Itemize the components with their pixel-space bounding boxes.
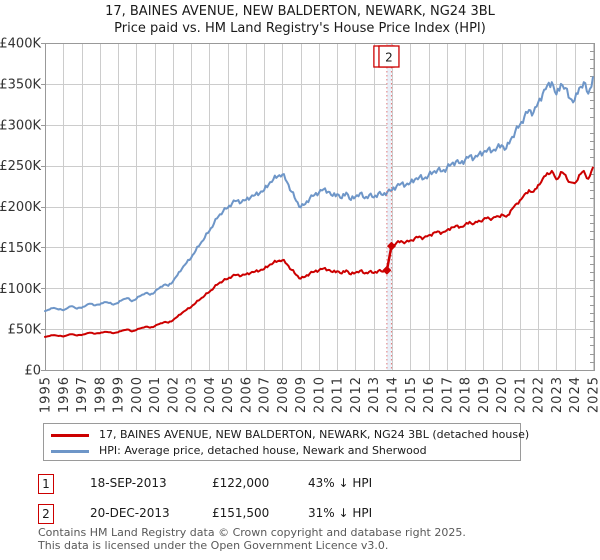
legend-item-price-paid: 17, BAINES AVENUE, NEW BALDERTON, NEWARK… bbox=[44, 426, 529, 443]
x-tick-label: 1999 bbox=[112, 376, 127, 413]
sale-row-1: 1 18-SEP-2013 £122,000 43% ↓ HPI bbox=[0, 474, 600, 496]
x-tick-label: 2022 bbox=[532, 376, 547, 413]
legend-line-price-paid bbox=[51, 434, 89, 437]
x-tick-label: 1996 bbox=[57, 376, 72, 413]
hpi-line bbox=[44, 76, 594, 313]
x-tick-label: 2018 bbox=[459, 376, 474, 413]
sale-2-vs-hpi: 31% ↓ HPI bbox=[308, 506, 373, 520]
footer-line-2: This data is licensed under the Open Gov… bbox=[38, 538, 389, 552]
copyright-footer: Contains HM Land Registry data © Crown c… bbox=[38, 526, 466, 552]
x-tick-label: 2013 bbox=[367, 376, 382, 413]
chart-legend: 17, BAINES AVENUE, NEW BALDERTON, NEWARK… bbox=[43, 423, 529, 461]
sale-2-date: 20-DEC-2013 bbox=[90, 506, 170, 520]
y-tick-label: £300K bbox=[0, 118, 41, 133]
x-tick-label: 2025 bbox=[586, 376, 600, 413]
price-paid-line bbox=[390, 166, 594, 248]
x-tick-label: 2020 bbox=[495, 376, 510, 413]
x-tick-label: 2016 bbox=[422, 376, 437, 413]
x-tick-label: 1998 bbox=[93, 376, 108, 413]
y-tick-label: £150K bbox=[0, 241, 41, 256]
y-tick-label: £100K bbox=[0, 282, 41, 297]
chart-area: 12£0£50K£100K£150K£200K£250K£300K£350K£4… bbox=[0, 37, 600, 414]
x-tick-label: 2019 bbox=[477, 376, 492, 413]
y-tick-label: £400K bbox=[0, 37, 41, 52]
plot-border bbox=[45, 43, 595, 371]
sale-1-price: £122,000 bbox=[212, 476, 270, 490]
sale-period-band bbox=[386, 43, 392, 370]
x-tick-label: 2002 bbox=[166, 376, 181, 413]
x-tick-label: 2008 bbox=[276, 376, 291, 413]
x-tick-label: 2024 bbox=[568, 376, 583, 413]
legend-item-hpi: HPI: Average price, detached house, Newa… bbox=[44, 442, 520, 459]
chart-subtitle: Price paid vs. HM Land Registry's House … bbox=[114, 21, 486, 36]
y-tick-label: £0 bbox=[24, 364, 41, 379]
y-tick-label: £50K bbox=[8, 323, 42, 338]
x-tick-label: 2010 bbox=[312, 376, 327, 413]
x-tick-label: 1997 bbox=[75, 376, 90, 413]
x-tick-label: 2021 bbox=[513, 376, 528, 413]
x-tick-label: 2007 bbox=[258, 376, 273, 413]
price-paid-line bbox=[44, 258, 388, 338]
sale-1-number-badge: 1 bbox=[38, 474, 54, 494]
y-tick-label: £350K bbox=[0, 77, 41, 92]
sale-2-number-badge: 2 bbox=[38, 504, 54, 524]
x-tick-label: 2017 bbox=[440, 376, 455, 413]
x-tick-label: 1995 bbox=[39, 376, 54, 413]
y-tick-label: £200K bbox=[0, 200, 41, 215]
x-tick-label: 2009 bbox=[294, 376, 309, 413]
x-tick-label: 2003 bbox=[185, 376, 200, 413]
x-tick-label: 2012 bbox=[349, 376, 364, 413]
x-tick-label: 2000 bbox=[130, 376, 145, 413]
price-history-chart: 12£0£50K£100K£150K£200K£250K£300K£350K£4… bbox=[0, 37, 600, 414]
x-tick-label: 2011 bbox=[331, 376, 346, 413]
sale-2-price: £151,500 bbox=[212, 506, 270, 520]
x-tick-label: 2006 bbox=[239, 376, 254, 413]
sale-1-date: 18-SEP-2013 bbox=[90, 476, 167, 490]
x-tick-label: 2023 bbox=[550, 376, 565, 413]
y-tick-label: £250K bbox=[0, 159, 41, 174]
legend-label-price-paid: 17, BAINES AVENUE, NEW BALDERTON, NEWARK… bbox=[99, 428, 530, 441]
sale-event-label: 2 bbox=[385, 51, 393, 65]
sale-marker-diamond bbox=[386, 241, 396, 251]
legend-line-hpi bbox=[51, 450, 89, 453]
x-tick-label: 2015 bbox=[404, 376, 419, 413]
x-tick-label: 2005 bbox=[221, 376, 236, 413]
footer-line-1: Contains HM Land Registry data © Crown c… bbox=[38, 526, 466, 539]
legend-label-hpi: HPI: Average price, detached house, Newa… bbox=[99, 444, 427, 457]
chart-title-address: 17, BAINES AVENUE, NEW BALDERTON, NEWARK… bbox=[105, 4, 495, 19]
sale-1-vs-hpi: 43% ↓ HPI bbox=[308, 476, 373, 490]
sale-marker-diamond bbox=[382, 265, 392, 275]
sale-connector-line bbox=[385, 245, 393, 271]
x-tick-label: 2004 bbox=[203, 376, 218, 413]
x-tick-label: 2014 bbox=[386, 376, 401, 413]
sale-row-2: 2 20-DEC-2013 £151,500 31% ↓ HPI bbox=[0, 504, 600, 526]
x-tick-label: 2001 bbox=[148, 376, 163, 413]
sale-event-label-box bbox=[378, 45, 400, 68]
